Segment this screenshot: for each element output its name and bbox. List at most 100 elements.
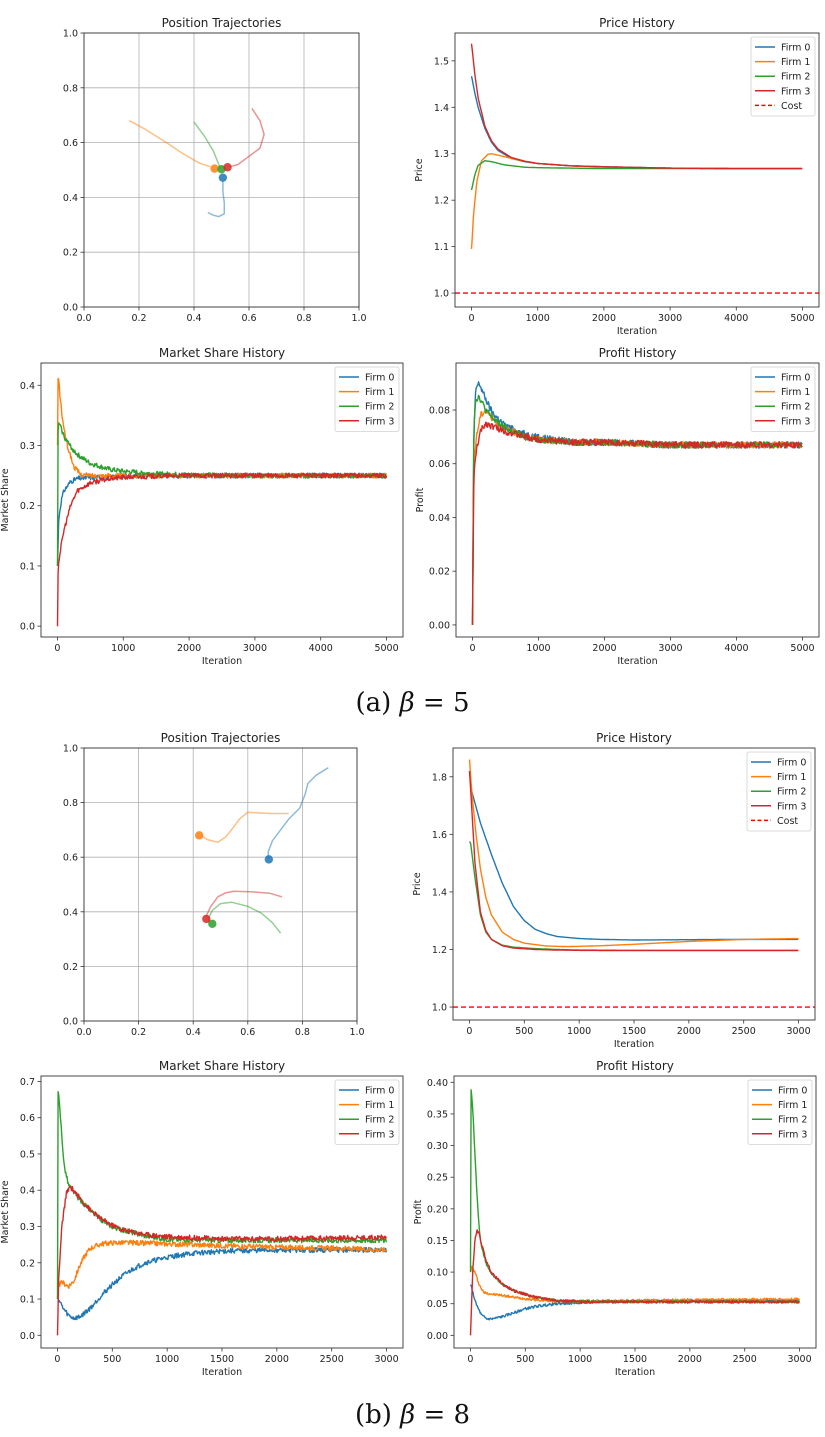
plot-area — [195, 767, 329, 934]
figure-a-price-history: Price History 0 1000 2000 3000 4000 5000 1.0 1.1… — [410, 0, 825, 340]
legend-label: Firm 0 — [781, 43, 810, 54]
y-axis-label: Market Share — [0, 1180, 11, 1243]
legend-label: Firm 2 — [777, 787, 806, 798]
plot-area — [471, 381, 803, 625]
legend-label: Firm 1 — [781, 387, 810, 398]
x-tick-label: 5000 — [374, 643, 398, 654]
caption-b-value: 8 — [453, 1400, 471, 1430]
x-tick-label: 3000 — [658, 313, 682, 324]
axes-frame — [455, 362, 820, 638]
final-position-firm-3 — [223, 163, 232, 172]
y-tick-label: 1.0 — [63, 29, 78, 40]
x-tick-label: 4000 — [724, 643, 748, 654]
chart-a-position: Position Trajectories 0.0 0.2 0.4 0.6 0.8 1.0 0… — [63, 16, 367, 324]
chart-b-position: Position Trajectories 0.0 0.2 0.4 0.6 0.8 1.0 0… — [63, 731, 365, 1038]
chart-title: Position Trajectories — [161, 731, 281, 745]
x-tick-label: 5000 — [790, 313, 814, 324]
trajectory-firm-2 — [207, 901, 282, 934]
y-tick-label: 0.40 — [427, 1078, 448, 1089]
legend-label: Firm 3 — [778, 1129, 807, 1140]
y-tick-label: 1.5 — [434, 56, 449, 67]
y-tick-label: 0.6 — [63, 853, 78, 864]
x-tick-label: 0.2 — [131, 1027, 146, 1038]
y-tick-label: 0.2 — [63, 962, 78, 973]
x-tick-label: 3000 — [786, 1026, 810, 1037]
x-tick-label: 0.8 — [295, 1027, 310, 1038]
chart-title: Profit History — [599, 346, 677, 360]
x-axis-label: Iteration — [614, 1039, 654, 1050]
x-tick-label: 0.4 — [186, 1027, 201, 1038]
x-tick-label: 500 — [515, 1026, 533, 1037]
y-tick-label: 0.6 — [63, 138, 78, 149]
legend-label: Firm 3 — [781, 86, 810, 97]
chart-a-share: Market Share History 0 1000 2000 3000 4000 500… — [0, 346, 404, 667]
final-position-firm-0 — [264, 855, 274, 864]
chart-b-profit: Profit History 0 500 1000 1500 2000 2500 3000 0.… — [413, 1059, 817, 1378]
y-tick-label: 0.4 — [63, 907, 78, 918]
x-tick-label: 1.0 — [349, 1027, 364, 1038]
y-tick-label: 1.0 — [63, 744, 78, 755]
legend-label: Firm 0 — [777, 758, 806, 769]
y-tick-label: 0.3 — [20, 1222, 35, 1233]
y-axis-label: Price — [414, 158, 425, 181]
y-tick-label: 0.2 — [20, 1258, 35, 1269]
y-tick-label: 0.0 — [63, 303, 78, 314]
legend: Firm 0 Firm 1 Firm 2 Firm 3 — [747, 1079, 813, 1145]
legend-label: Firm 2 — [365, 1115, 394, 1126]
chart-a-profit: Profit History 0 1000 2000 3000 4000 5000 0.00 0… — [415, 346, 820, 667]
series-line-firm-3 — [468, 770, 799, 952]
y-tick-label: 1.6 — [432, 830, 447, 841]
chart-title: Market Share History — [159, 1059, 285, 1073]
y-axis-label: Price — [412, 872, 423, 895]
y-tick-label: 0.2 — [20, 501, 35, 512]
legend: Firm 0 Firm 1 Firm 2 Firm 3 — [334, 1079, 400, 1145]
y-tick-label: 0.04 — [429, 513, 450, 524]
legend-label: Cost — [781, 101, 802, 112]
y-tick-label: 0.8 — [63, 798, 78, 809]
series-line-firm-3 — [56, 1185, 387, 1336]
figure-b-profit-history: Profit History 0 500 1000 1500 2000 2500 3000 0.… — [410, 1050, 825, 1385]
x-tick-label: 0 — [466, 1026, 472, 1037]
y-tick-label: 1.4 — [432, 887, 447, 898]
y-tick-label: 0.0 — [20, 622, 35, 633]
final-position-firm-1 — [195, 831, 204, 840]
y-axis-label: Market Share — [0, 468, 11, 531]
legend-label: Firm 2 — [781, 72, 810, 83]
x-tick-label: 2500 — [733, 1354, 757, 1365]
x-tick-label: 0 — [467, 1354, 473, 1365]
legend: Firm 0 Firm 1 Firm 2 Firm 3 — [334, 366, 400, 432]
caption-b-equals: = — [423, 1400, 446, 1430]
x-tick-label: 3000 — [243, 643, 267, 654]
y-tick-label: 0.4 — [63, 193, 78, 204]
series-line-firm-0 — [57, 1246, 387, 1321]
series-line-firm-0 — [56, 472, 387, 566]
y-tick-label: 0.4 — [20, 381, 35, 392]
y-tick-label: 0.06 — [429, 459, 450, 470]
y-tick-label: 0.10 — [427, 1268, 448, 1279]
legend-label: Cost — [777, 816, 798, 827]
figure-b-position-trajectories: Position Trajectories 0.0 0.2 0.4 0.6 0.8 1.0 0… — [0, 725, 410, 1045]
x-tick-label: 0.6 — [240, 1027, 255, 1038]
x-tick-label: 0.2 — [131, 313, 146, 324]
plot-area — [129, 107, 265, 218]
x-tick-label: 0 — [469, 313, 475, 324]
legend-label: Firm 2 — [781, 402, 810, 413]
x-tick-label: 3000 — [658, 643, 682, 654]
x-tick-label: 1000 — [155, 1354, 179, 1365]
caption-b-label: (b) — [354, 1400, 392, 1430]
plot-area — [453, 759, 815, 1008]
x-axis-label: Iteration — [202, 1367, 242, 1378]
trajectory-firm-1 — [200, 811, 289, 843]
y-tick-label: 0.15 — [427, 1236, 448, 1247]
legend-box — [746, 751, 812, 832]
y-tick-label: 1.0 — [434, 289, 449, 300]
legend-label: Firm 2 — [778, 1115, 807, 1126]
y-tick-label: 1.4 — [434, 103, 449, 114]
y-tick-label: 1.0 — [432, 1003, 447, 1014]
trajectory-firm-0 — [207, 181, 226, 218]
x-tick-label: 2000 — [177, 643, 201, 654]
legend-label: Firm 0 — [365, 1086, 394, 1097]
caption-a: (a) β = 5 — [0, 688, 825, 718]
caption-b: (b) β = 8 — [0, 1400, 825, 1430]
axes-frame — [454, 32, 820, 308]
